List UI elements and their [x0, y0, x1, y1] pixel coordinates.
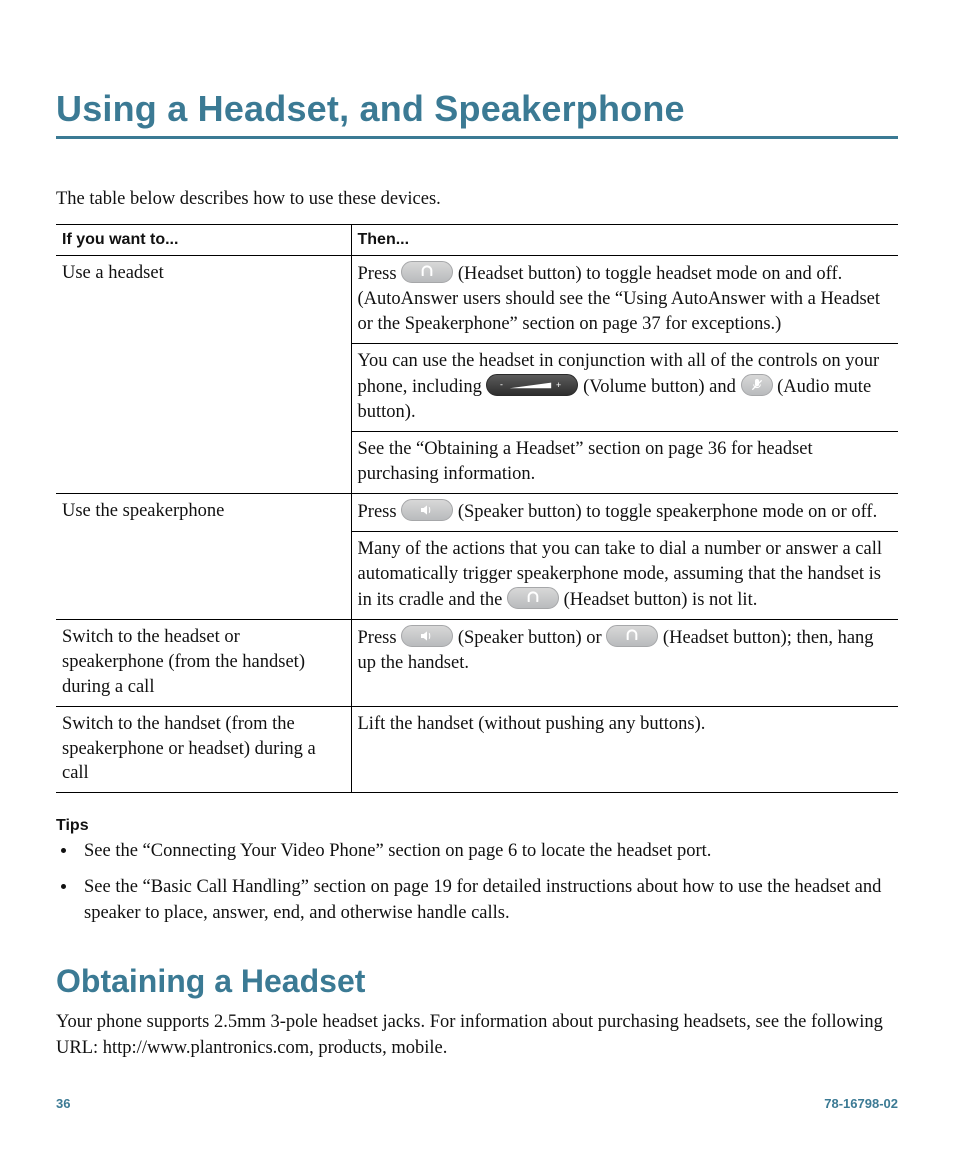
tip-item: See the “Basic Call Handling” section on… [78, 875, 898, 927]
table-cell-left: Use a headset [56, 256, 351, 344]
th-then: Then... [351, 225, 898, 256]
table-cell-left: Switch to the headset or speakerphone (f… [56, 619, 351, 706]
volume-button-icon [486, 374, 578, 396]
page-footer: 36 78-16798-02 [56, 1096, 898, 1111]
table-cell-right: Lift the handset (without pushing any bu… [351, 706, 898, 793]
intro-text: The table below describes how to use the… [56, 189, 898, 210]
table-cell-right: Many of the actions that you can take to… [351, 531, 898, 619]
page-number: 36 [56, 1096, 70, 1111]
table-cell-right: Press (Speaker button) to toggle speaker… [351, 493, 898, 531]
tips-list: See the “Connecting Your Video Phone” se… [78, 839, 898, 927]
table-cell-left [56, 531, 351, 619]
table-cell-right: Press (Speaker button) or (Headset butto… [351, 619, 898, 706]
table-cell-left [56, 343, 351, 431]
tip-item: See the “Connecting Your Video Phone” se… [78, 839, 898, 865]
device-table: If you want to... Then... Use a headsetP… [56, 224, 898, 793]
headset-button-icon [401, 261, 453, 283]
doc-number: 78-16798-02 [824, 1096, 898, 1111]
speaker-button-icon [401, 625, 453, 647]
speaker-button-icon [401, 499, 453, 521]
table-cell-right: You can use the headset in conjunction w… [351, 343, 898, 431]
title-rule [56, 136, 898, 139]
tips-heading: Tips [56, 817, 898, 835]
table-cell-left: Switch to the handset (from the speakerp… [56, 706, 351, 793]
headset-button-icon [606, 625, 658, 647]
page-title: Using a Headset, and Speakerphone [56, 88, 898, 130]
table-cell-left [56, 431, 351, 493]
table-cell-left: Use the speakerphone [56, 493, 351, 531]
th-if-you-want-to: If you want to... [56, 225, 351, 256]
table-cell-right: Press (Headset button) to toggle headset… [351, 256, 898, 344]
mute-button-icon [741, 374, 773, 396]
obtaining-body: Your phone supports 2.5mm 3-pole headset… [56, 1010, 898, 1062]
table-cell-right: See the “Obtaining a Headset” section on… [351, 431, 898, 493]
subheading-obtaining: Obtaining a Headset [56, 963, 898, 1000]
page: Using a Headset, and Speakerphone The ta… [0, 0, 954, 1062]
headset-button-icon [507, 587, 559, 609]
